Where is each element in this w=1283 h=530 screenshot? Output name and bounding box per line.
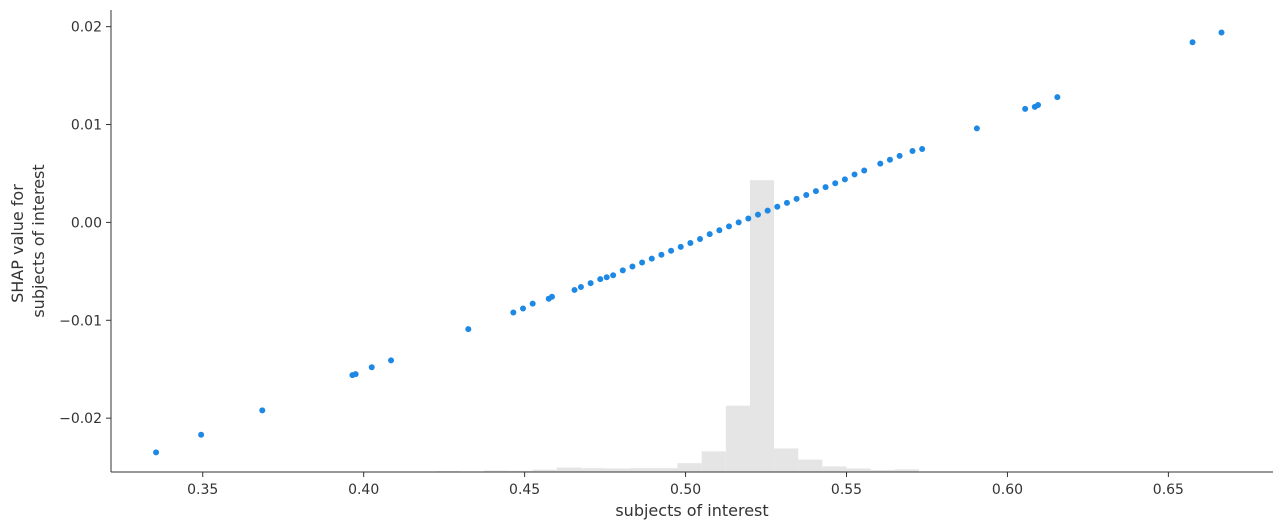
histogram-bar [846,468,871,472]
histogram-bar [749,180,775,472]
histogram-bar [484,470,509,472]
scatter-point [886,156,893,163]
scatter-point [658,251,665,258]
histogram-bar [701,451,726,472]
scatter-point [877,160,884,167]
histogram-bar [725,405,750,472]
scatter-point [909,147,916,154]
scatter-point [529,300,536,307]
scatter-point [1218,29,1225,36]
scatter-point [629,263,636,270]
histogram-bar [556,467,581,472]
x-tick-label: 0.40 [348,482,379,498]
scatter-point [520,305,527,312]
x-tick-label: 0.60 [992,482,1023,498]
scatter-point [198,431,205,438]
x-tick-label: 0.35 [187,482,218,498]
histogram-bar [677,463,702,472]
scatter-point [510,309,517,316]
scatter-point [841,176,848,183]
scatter-point [259,407,266,414]
histogram-bar [605,468,630,472]
scatter-point [1054,94,1061,101]
histogram-bar [629,468,654,472]
y-tick-label: 0.01 [71,118,102,134]
scatter-point [619,267,626,274]
scatter-point [548,293,555,300]
y-ticks: −0.02 −0.01 0.00 0.01 0.02 [59,20,111,427]
x-ticks: 0.35 0.40 0.45 0.50 0.55 0.60 0.65 [187,472,1184,498]
x-tick-label: 0.45 [509,482,540,498]
y-tick-label: −0.02 [59,411,102,427]
scatter-point [861,167,868,174]
scatter-point [153,449,160,456]
scatter-point [716,227,723,234]
x-tick-label: 0.65 [1153,482,1184,498]
scatter-point [812,188,819,195]
scatter-point [851,171,858,178]
scatter-point [706,231,713,238]
scatter-point [571,286,578,293]
y-axis-label: SHAP value for subjects of interest [8,164,48,317]
histogram-bar [508,470,533,472]
histogram-bar [798,459,823,472]
scatter-point [803,191,810,198]
scatter-point [1035,101,1042,108]
scatter-point [587,280,594,287]
scatter-point [465,326,472,333]
histogram-bar [653,468,678,472]
y-tick-label: 0.02 [71,20,102,36]
scatter-point [774,203,781,210]
scatter-point [793,195,800,202]
x-tick-label: 0.55 [831,482,862,498]
scatter-point [832,180,839,187]
y-tick-label: 0.00 [71,215,102,231]
histogram-bar [822,466,847,472]
x-axis-label: subjects of interest [615,501,768,520]
scatter-point [677,243,684,250]
scatter-point [368,364,375,371]
scatter-point [754,211,761,218]
scatter-point [726,223,733,230]
y-axis-label-line-2: subjects of interest [29,164,48,317]
scatter-point [648,255,655,262]
scatter-point [973,125,980,132]
scatter-point [1022,105,1029,112]
histogram-bar [870,469,895,472]
scatter-point [610,272,617,279]
scatter-point [896,152,903,159]
scatter-point [597,276,604,283]
scatter-point [783,199,790,206]
histogram-layer [436,180,919,472]
y-axis-label-line-1: SHAP value for [8,184,27,303]
scatter-point [822,184,829,191]
scatter-point [687,239,694,246]
x-tick-label: 0.50 [670,482,701,498]
scatter-point [352,371,359,378]
scatter-point [668,247,675,254]
scatter-point [919,145,926,152]
scatter-point [735,219,742,226]
y-tick-label: −0.01 [59,313,102,329]
scatter-point [639,259,646,266]
histogram-bar [774,448,799,472]
scatter-point [388,357,395,364]
scatter-points [153,29,1225,456]
scatter-point [1189,39,1196,46]
histogram-bar [894,469,919,472]
scatter-point [745,215,752,222]
scatter-point [603,274,610,281]
scatter-point [697,236,704,243]
histogram-bar [532,469,557,472]
histogram-bar [580,468,606,472]
scatter-point [577,284,584,291]
scatter-point [764,207,771,214]
